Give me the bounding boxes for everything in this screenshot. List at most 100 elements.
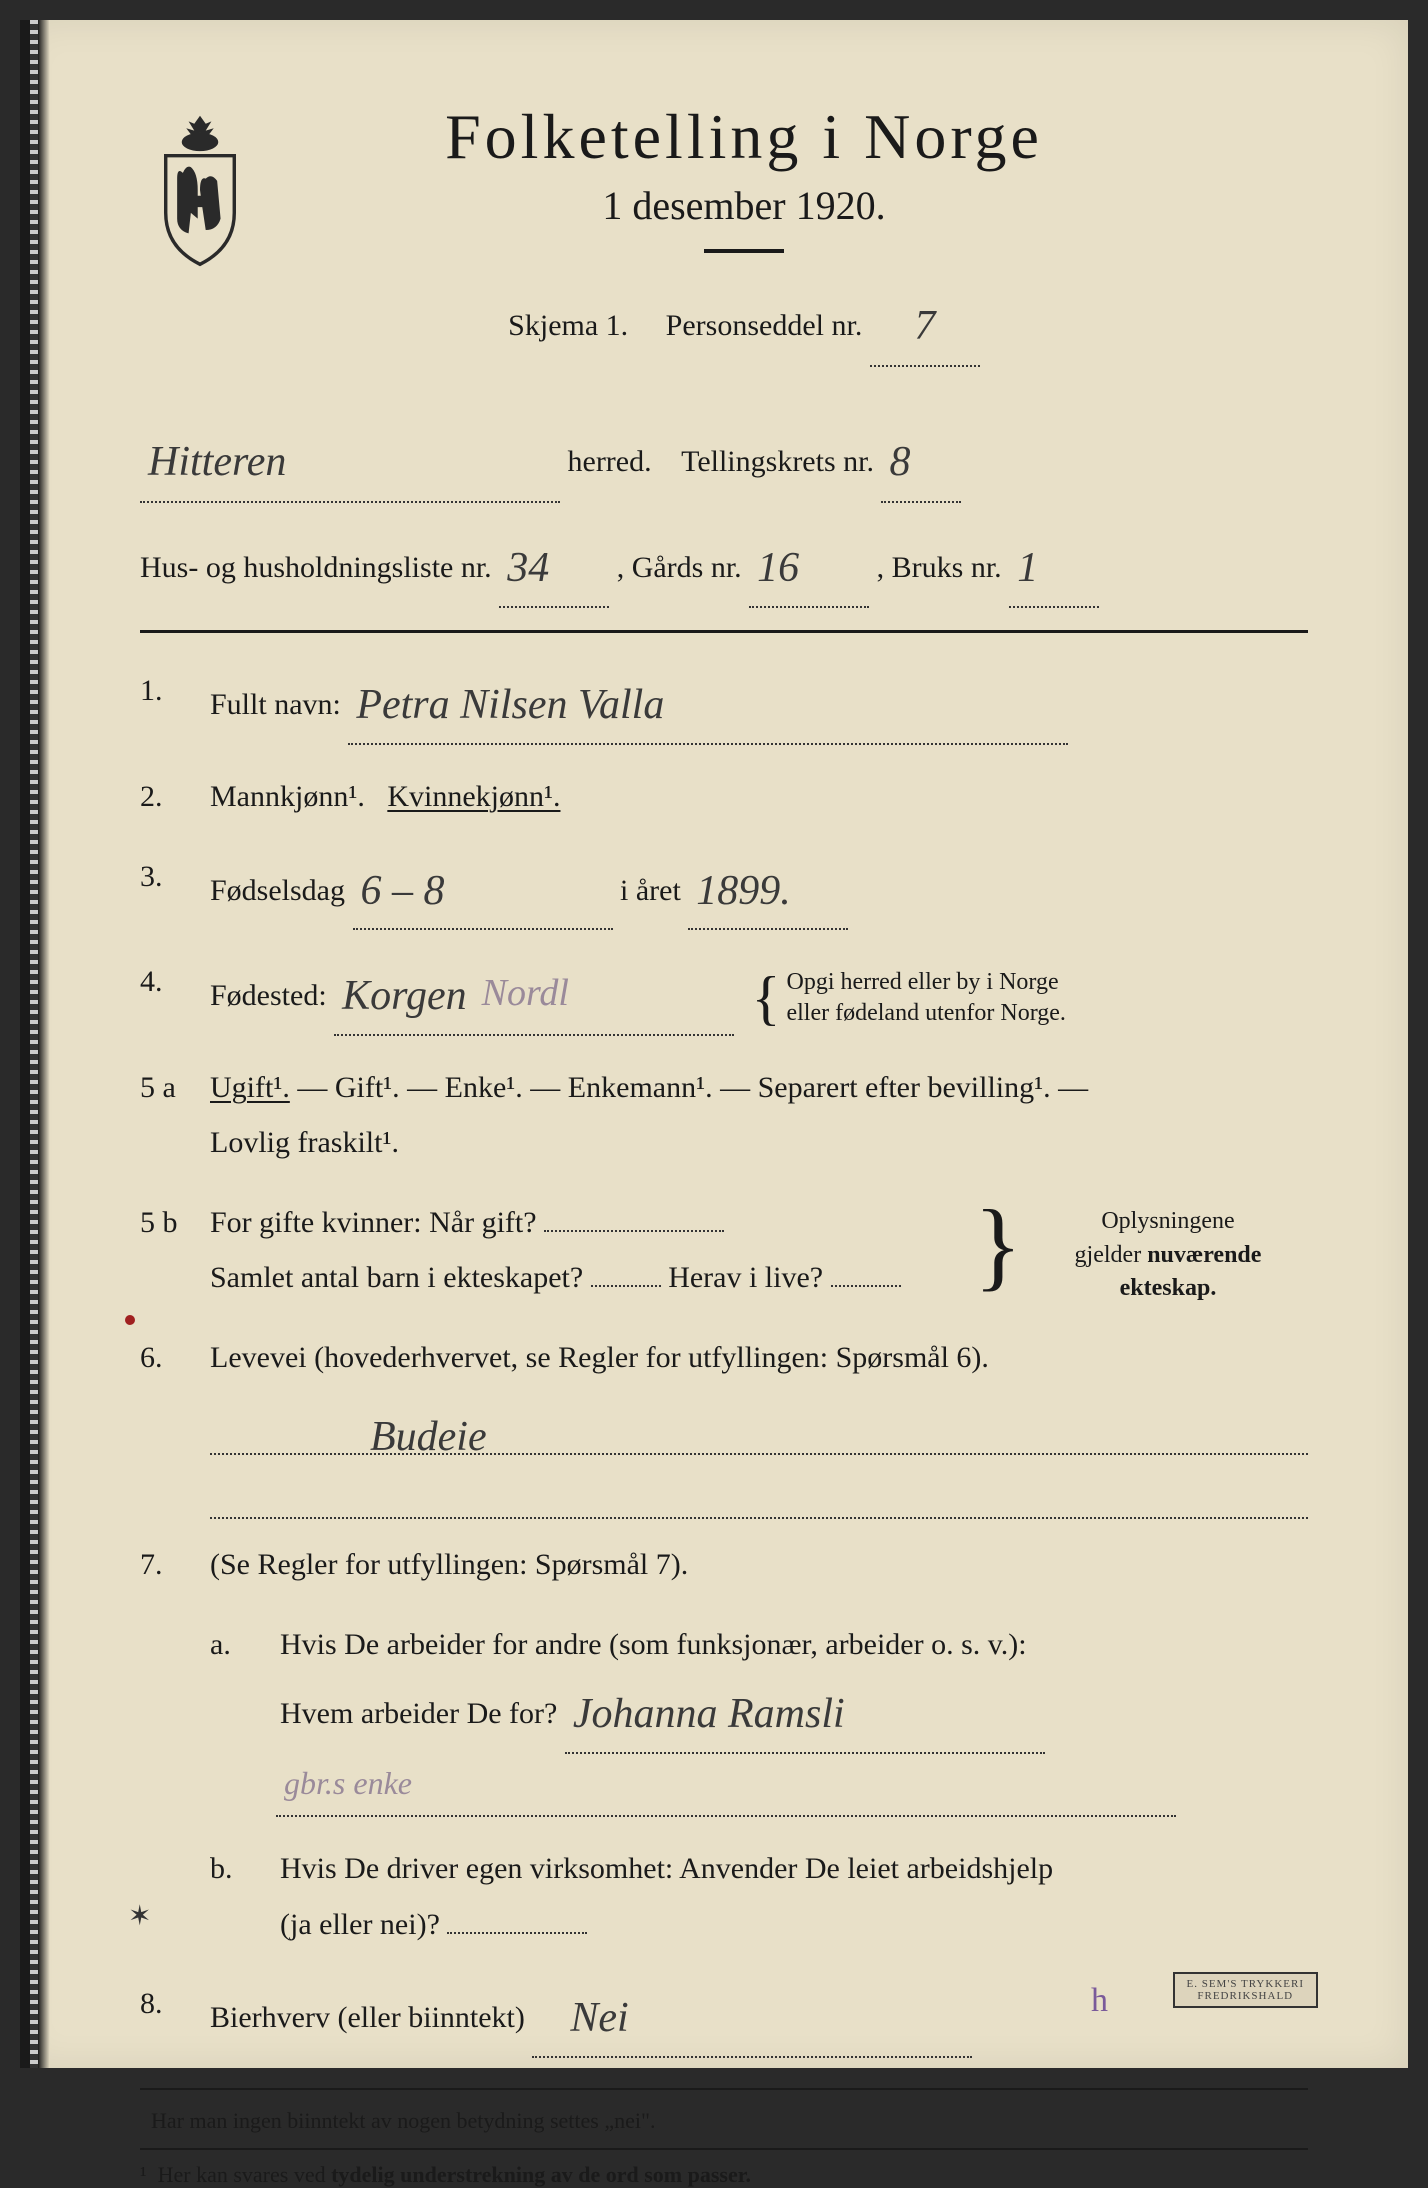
divider-3 (140, 2148, 1308, 2150)
q1-value: Petra Nilsen Valla (356, 682, 664, 728)
q7-intro: (Se Regler for utfyllingen: Spørsmål 7). (210, 1548, 688, 1581)
q3-year: 1899. (696, 868, 791, 914)
q6-line2 (210, 1473, 1308, 1519)
printer-line2: FREDRIKSHALD (1187, 1990, 1305, 2002)
q5b-label1: For gifte kvinner: Når gift? (210, 1206, 537, 1239)
herred-name: Hitteren (148, 439, 286, 485)
title-block: Folketelling i Norge 1 desember 1920. Sk… (300, 100, 1308, 389)
footnote-1-text: Har man ingen biinntekt av nogen betydni… (151, 2108, 655, 2133)
q5b: 5 b Oplysningene gjelder nuværende ektes… (140, 1195, 1308, 1306)
q5b-note2: gjelder nuværende (1075, 1242, 1262, 1268)
personseddel-label: Personseddel nr. (666, 309, 863, 342)
q7b: b. Hvis De driver egen virksomhet: Anven… (140, 1841, 1308, 1952)
q2-num: 2. (140, 769, 190, 825)
q7b-num: b. (210, 1841, 260, 1952)
q8: 8. Bierhverv (eller biinntekt) Nei (140, 1976, 1308, 2058)
q4-note: { Opgi herred eller by i Norge eller fød… (752, 967, 1066, 1029)
coat-of-arms-icon (140, 110, 260, 270)
q3: 3. Fødselsdag 6 – 8 i året 1899. (140, 849, 1308, 931)
q1-label: Fullt navn: (210, 688, 341, 721)
herred-line: Hitteren herred. Tellingskrets nr. 8 (140, 419, 1308, 503)
hus-line: Hus- og husholdningsliste nr. 34 , Gårds… (140, 525, 1308, 609)
q5a-enke: Enke¹. (445, 1071, 523, 1104)
q5b-num: 5 b (140, 1195, 190, 1306)
footnote-mark-icon: ✶ (128, 1899, 151, 1933)
q4-value: Korgen (342, 973, 466, 1019)
q4-value2: Nordl (482, 972, 569, 1014)
q3-day: 6 – 8 (361, 868, 445, 914)
schema-line: Skjema 1. Personseddel nr. 7 (300, 283, 1188, 367)
printer-stamp: E. SEM'S TRYKKERI FREDRIKSHALD (1173, 1972, 1319, 2008)
hus-nr: 34 (507, 545, 549, 591)
q7b-text1: Hvis De driver egen virksomhet: Anvender… (280, 1852, 1053, 1885)
q7a-num: a. (210, 1617, 260, 1817)
red-dot-mark (125, 1315, 135, 1325)
q7-num: 7. (140, 1537, 190, 1593)
q7: 7. (Se Regler for utfyllingen: Spørsmål … (140, 1537, 1308, 1593)
q8-num: 8. (140, 1976, 190, 2058)
tellingskrets-label: Tellingskrets nr. (681, 445, 874, 478)
printer-line1: E. SEM'S TRYKKERI (1187, 1978, 1305, 1990)
q5a-enkemann: Enkemann¹. (568, 1071, 713, 1104)
q5b-label2: Samlet antal barn i ekteskapet? (210, 1261, 583, 1294)
bruks-nr: 1 (1017, 545, 1038, 591)
q2-kvinne: Kvinnekjønn¹. (387, 780, 560, 813)
q4-label: Fødested: (210, 979, 327, 1012)
q5b-label3: Herav i live? (668, 1261, 823, 1294)
q7a-value2: gbr.s enke (284, 1765, 412, 1801)
tellingskrets-nr: 8 (889, 439, 910, 485)
q7a-text2: Hvem arbeider De for? (280, 1697, 557, 1730)
q5b-side-note: Oplysningene gjelder nuværende ekteskap. (1028, 1205, 1308, 1306)
q7b-text2: (ja eller nei)? (280, 1908, 440, 1941)
q6-num: 6. (140, 1330, 190, 1386)
q4: 4. Fødested: Korgen Nordl { Opgi herred … (140, 954, 1308, 1036)
census-form-page: Folketelling i Norge 1 desember 1920. Sk… (20, 20, 1408, 2068)
q4-num: 4. (140, 954, 190, 1036)
q7a-text1: Hvis De arbeider for andre (som funksjon… (280, 1628, 1027, 1661)
hus-label: Hus- og husholdningsliste nr. (140, 551, 492, 584)
q5a: 5 a Ugift¹. — Gift¹. — Enke¹. — Enkemann… (140, 1060, 1308, 1171)
q5a-ugift: Ugift¹. (210, 1071, 290, 1104)
title-divider (704, 249, 784, 253)
q6-line1: Budeie (210, 1409, 1308, 1455)
q3-label: Fødselsdag (210, 874, 345, 907)
q5b-note1: Oplysningene (1101, 1208, 1234, 1234)
personseddel-nr: 7 (914, 303, 935, 349)
q5a-gift: Gift¹. (335, 1071, 400, 1104)
q4-note-line1: Opgi herred eller by i Norge (786, 969, 1058, 995)
footnote-2-sup: ¹ (140, 2162, 147, 2187)
q5b-bracket: } (974, 1205, 1022, 1285)
q3-num: 3. (140, 849, 190, 931)
purple-mark: h (1091, 1982, 1108, 2020)
schema-label: Skjema 1. (508, 309, 628, 342)
footnote-1: ✶ Har man ingen biinntekt av nogen betyd… (140, 2108, 1308, 2134)
q8-value: Nei (570, 1995, 628, 2041)
q5a-num: 5 a (140, 1060, 190, 1171)
binding-edge (20, 20, 50, 2068)
q2-mann: Mannkjønn¹. (210, 780, 365, 813)
q1-num: 1. (140, 663, 190, 745)
q1: 1. Fullt navn: Petra Nilsen Valla (140, 663, 1308, 745)
q3-year-label: i året (620, 874, 681, 907)
q5a-separert: Separert efter bevilling¹. (758, 1071, 1051, 1104)
q8-label: Bierhverv (eller biinntekt) (210, 2001, 525, 2034)
footnote-2-text: Her kan svares ved tydelig understreknin… (158, 2162, 751, 2187)
q4-note-line2: eller fødeland utenfor Norge. (786, 1000, 1065, 1026)
header: Folketelling i Norge 1 desember 1920. Sk… (140, 100, 1308, 389)
q6-value: Budeie (370, 1414, 487, 1460)
q6: 6. Levevei (hovederhvervet, se Regler fo… (140, 1330, 1308, 1386)
q7a-value: Johanna Ramsli (573, 1691, 845, 1737)
gards-nr: 16 (757, 545, 799, 591)
q5a-lovlig: Lovlig fraskilt¹. (210, 1126, 399, 1159)
q7a: a. Hvis De arbeider for andre (som funks… (140, 1617, 1308, 1817)
footnote-2: ¹ Her kan svares ved tydelig understrekn… (140, 2162, 1308, 2188)
herred-label: herred. (568, 445, 652, 478)
divider-1 (140, 630, 1308, 633)
q6-label: Levevei (hovederhvervet, se Regler for u… (210, 1341, 989, 1374)
main-title: Folketelling i Norge (300, 100, 1188, 174)
subtitle: 1 desember 1920. (300, 182, 1188, 229)
gards-label: , Gårds nr. (617, 551, 742, 584)
q2: 2. Mannkjønn¹. Kvinnekjønn¹. (140, 769, 1308, 825)
divider-2 (140, 2088, 1308, 2090)
bruks-label: , Bruks nr. (877, 551, 1002, 584)
